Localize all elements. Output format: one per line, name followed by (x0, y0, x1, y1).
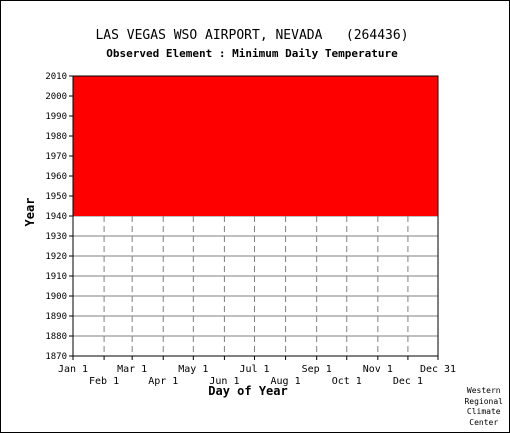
y-tick-label: 1940 (45, 212, 67, 222)
y-tick-label: 1910 (45, 272, 67, 282)
credit-line: Western (466, 386, 501, 395)
x-tick-label: Apr 1 (148, 376, 178, 387)
y-tick-label: 2010 (45, 72, 67, 82)
y-tick-label: 1880 (45, 332, 67, 342)
y-tick-label: 1980 (45, 132, 67, 142)
x-tick-label: Jun 1 (209, 376, 239, 387)
chart-title: LAS VEGAS WSO AIRPORT, NEVADA (264436) (95, 28, 408, 43)
x-tick-label: Oct 1 (332, 376, 362, 387)
credit-line: Regional (464, 396, 503, 406)
x-tick-label: May 1 (178, 364, 208, 375)
x-tick-label: Mar 1 (117, 364, 147, 375)
y-tick-label: 1870 (45, 352, 67, 362)
y-tick-label: 1900 (45, 292, 67, 302)
y-tick-label: 1960 (45, 172, 67, 182)
plot-area: 1870 1880 1890 1900 1910 1920 1930 1940 1950 1960… (45, 72, 456, 387)
x-tick-label: Aug 1 (271, 376, 301, 387)
x-tick-label: Sep 1 (302, 364, 332, 375)
data-area (73, 76, 438, 216)
chart-subtitle: Observed Element : Minimum Daily Tempera… (106, 47, 398, 60)
y-tick-label: 1970 (45, 152, 67, 162)
x-tick-label: Feb 1 (89, 376, 119, 387)
credit-line: Center (469, 417, 499, 427)
y-axis-label: Year (23, 198, 37, 227)
plot-border (72, 75, 439, 357)
x-tick-label: Nov 1 (363, 364, 393, 375)
y-tick-label: 1890 (45, 312, 67, 322)
y-tick-label: 2000 (45, 92, 67, 102)
x-tick-label: Dec 1 (393, 376, 423, 387)
x-tick-label: Jan 1 (58, 364, 88, 375)
x-axis-label: Day of Year (208, 384, 287, 398)
wrcc-credit: Western Regional Climate Center (464, 386, 503, 428)
y-tick-label: 1930 (45, 232, 67, 242)
x-tick-label: Dec 31 (420, 364, 456, 375)
credit-line: Climate (466, 407, 501, 416)
y-tick-label: 1990 (45, 112, 67, 122)
y-tick-label: 1950 (45, 192, 67, 202)
x-tick-label: Jul 1 (239, 364, 269, 375)
y-tick-label: 1920 (45, 252, 67, 262)
